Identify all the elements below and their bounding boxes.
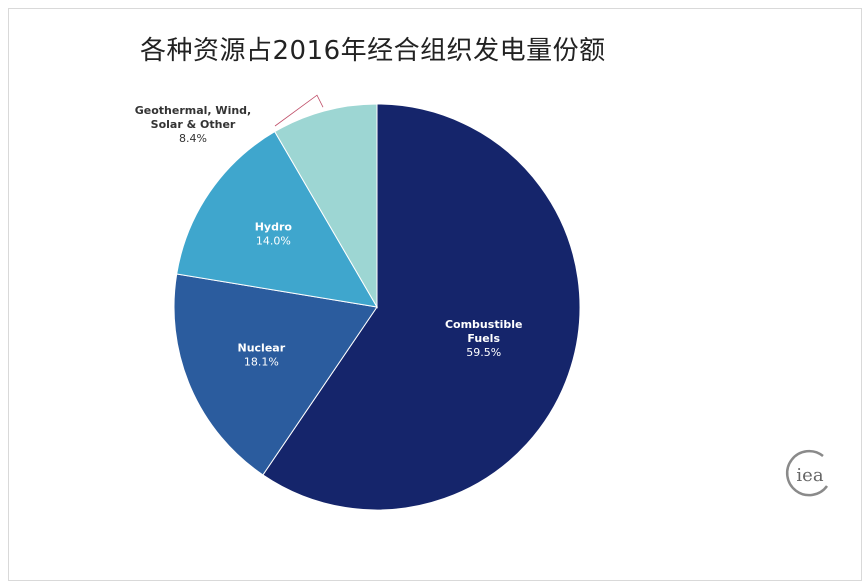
slice-label-geothermal-wind-solar-other: Geothermal, Wind, Solar & Other 8.4% (135, 104, 251, 145)
pie-slice-geothermal-wind-solar-other (274, 103, 378, 309)
pie-slice-hydro (176, 130, 378, 308)
pie-slice-nuclear (173, 273, 378, 476)
slice-label-combustible-fuels: Combustible Fuels 59.5% (445, 318, 522, 359)
chart-title: 各种资源占2016年经合组织发电量份额 (140, 36, 606, 66)
logo-text: iea (796, 465, 823, 486)
pie-slice-combustible-fuels (262, 103, 581, 511)
slice-label-hydro: Hydro 14.0% (255, 221, 293, 248)
slice-label-nuclear: Nuclear 18.1% (238, 342, 286, 369)
iea-logo-icon: iea (785, 449, 829, 497)
leader-line-geothermal-wind-solar-other (274, 94, 324, 127)
